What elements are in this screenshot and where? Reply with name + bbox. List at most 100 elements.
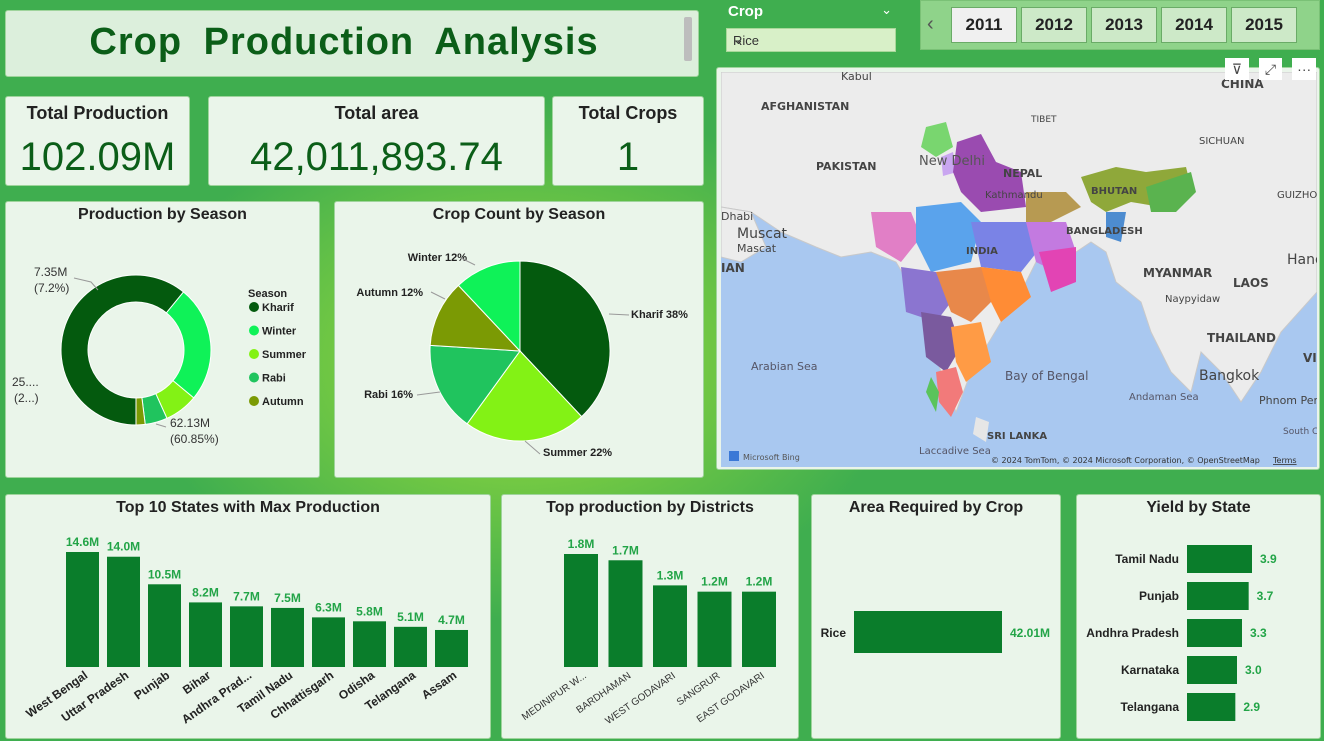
map-label: South China Sea: [1283, 427, 1317, 437]
yield-by-state-card: Yield by State Tamil Nadu 3.9 Punjab 3.7 And…: [1076, 494, 1321, 739]
year-button[interactable]: 2013: [1091, 7, 1157, 43]
map-label: Laccadive Sea: [919, 446, 991, 457]
legend-marker: [249, 302, 259, 312]
axis-tick-label: Punjab: [131, 668, 172, 702]
title-scrollbar[interactable]: [684, 17, 692, 61]
map-credits: © 2024 TomTom, © 2024 Microsoft Corporat…: [991, 456, 1260, 465]
map-label: THAILAND: [1207, 331, 1276, 345]
map-label: Muscat: [737, 226, 788, 242]
area-bar-chart[interactable]: Rice 42.01M: [812, 523, 1060, 738]
map-label: GUIZHO: [1277, 190, 1317, 201]
bar[interactable]: [1187, 619, 1242, 647]
title-card: Crop Production Analysis: [5, 10, 699, 77]
more-options-icon[interactable]: ···: [1292, 58, 1317, 80]
map-label: Phnom Penh: [1259, 394, 1317, 407]
bar[interactable]: [107, 556, 140, 667]
map-label: IAN: [721, 261, 745, 275]
pie-slice-autumn[interactable]: [429, 284, 522, 352]
axis-tick-label: Telangana: [1121, 700, 1180, 714]
map-visual[interactable]: AFGHANISTAN PAKISTAN NEPAL TIBET SICHUAN…: [716, 67, 1320, 470]
crop-dropdown[interactable]: Rice ⌄: [726, 28, 896, 52]
bar[interactable]: [148, 584, 181, 667]
data-label: 5.8M: [356, 604, 383, 618]
chart-title: Crop Count by Season: [432, 206, 606, 223]
pie-slice-rabi[interactable]: [429, 344, 521, 425]
crop-slicer-label: Crop: [728, 3, 763, 20]
leader-line: [73, 277, 99, 291]
map-label: Kabul: [841, 72, 872, 83]
kpi-value: 42,011,893.74: [250, 135, 503, 179]
map-label: Mascat: [737, 242, 777, 255]
data-label: 3.9: [1260, 552, 1277, 566]
axis-tick-label: Andhra Pradesh: [1086, 626, 1179, 640]
axis-tick-label: Assam: [419, 668, 459, 702]
filter-icon[interactable]: ⊽: [1225, 58, 1249, 80]
production-by-season-card: Production by Season 62.13M (60.85%) 25...…: [5, 201, 320, 478]
data-label: 5.1M: [397, 610, 424, 624]
bar[interactable]: [1187, 656, 1237, 684]
year-button[interactable]: 2015: [1231, 7, 1297, 43]
kpi-value: 102.09M: [19, 135, 176, 179]
data-label: 62.13M: [170, 416, 210, 430]
bar[interactable]: [697, 591, 732, 667]
chart-title: Top 10 States with Max Production: [116, 499, 380, 516]
donut-slice-autumn[interactable]: [135, 397, 146, 426]
bar[interactable]: [271, 607, 304, 667]
legend-marker: [249, 325, 259, 336]
bar[interactable]: [230, 606, 263, 667]
map-canvas[interactable]: AFGHANISTAN PAKISTAN NEPAL TIBET SICHUAN…: [721, 72, 1317, 467]
pie-slice-summer[interactable]: [466, 350, 583, 442]
donut-slice-kharif[interactable]: [60, 274, 185, 426]
bar[interactable]: [854, 611, 1002, 653]
data-label: 14.6M: [66, 535, 99, 549]
bar[interactable]: [564, 554, 598, 667]
chart-title: Yield by State: [1146, 499, 1251, 516]
bar[interactable]: [1187, 545, 1252, 573]
bar[interactable]: [189, 602, 222, 667]
pie-chart[interactable]: Kharif 38% Summer 22% Rabi 16% Autumn 12% Wi…: [335, 228, 703, 478]
bar[interactable]: [608, 560, 643, 667]
map-label: VIE: [1303, 351, 1317, 365]
leader-line: [155, 423, 167, 428]
area-by-crop-card: Area Required by Crop Rice 42.01M: [811, 494, 1061, 739]
legend-item: Rabi: [262, 373, 286, 385]
crop-slicer: Crop ⌄ Rice ⌄: [716, 0, 906, 54]
donut-chart[interactable]: 62.13M (60.85%) 25.... (2...) 7.35M (7.2%) Sea…: [6, 228, 319, 478]
leader-line: [430, 291, 446, 300]
pie-slice-winter[interactable]: [457, 260, 521, 353]
map-terms-link[interactable]: Terms: [1272, 456, 1297, 465]
bar[interactable]: [653, 585, 687, 667]
bar[interactable]: [66, 552, 99, 667]
data-label: 1.8M: [568, 537, 595, 551]
data-label: 1.2M: [746, 575, 773, 589]
bar[interactable]: [353, 621, 386, 667]
year-button[interactable]: 2012: [1021, 7, 1087, 43]
chevron-left-icon[interactable]: ‹: [927, 13, 934, 35]
legend-marker: [249, 372, 259, 383]
bar[interactable]: [1187, 693, 1236, 721]
map-label: Andaman Sea: [1129, 392, 1199, 403]
bar[interactable]: [394, 626, 427, 667]
year-button[interactable]: 2014: [1161, 7, 1227, 43]
map-label: MYANMAR: [1143, 266, 1212, 280]
kpi-label: Total Production: [26, 103, 169, 123]
data-label: 42.01M: [1010, 626, 1050, 640]
focus-mode-icon[interactable]: ⤢: [1258, 58, 1283, 80]
map-label: New Delhi: [919, 154, 985, 169]
map-label: Bangkok: [1199, 368, 1260, 384]
axis-tick-label: Andhra Prad...: [179, 668, 254, 727]
chevron-down-icon[interactable]: ⌄: [881, 2, 892, 17]
yield-bar-chart[interactable]: Tamil Nadu 3.9 Punjab 3.7 Andhra Pradesh 3.3 K…: [1077, 523, 1320, 738]
data-label: (2...): [14, 391, 39, 405]
bar[interactable]: [435, 629, 468, 667]
kpi-total-production: Total Production 102.09M: [5, 96, 190, 186]
bar[interactable]: [1187, 582, 1249, 610]
year-button[interactable]: 2011: [951, 7, 1017, 43]
bar[interactable]: [312, 617, 345, 667]
axis-tick-label: Tamil Nadu: [1115, 552, 1179, 566]
bar[interactable]: [742, 591, 776, 667]
pie-slice-kharif[interactable]: [519, 260, 611, 418]
kpi-label: Total Crops: [578, 103, 678, 123]
